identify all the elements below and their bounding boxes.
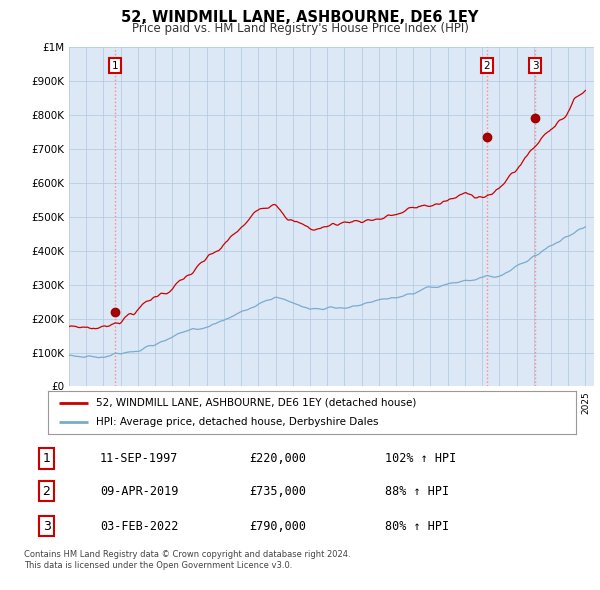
Text: 09-APR-2019: 09-APR-2019	[100, 484, 179, 498]
Text: £790,000: £790,000	[250, 520, 307, 533]
Text: Contains HM Land Registry data © Crown copyright and database right 2024.: Contains HM Land Registry data © Crown c…	[24, 550, 350, 559]
Text: HPI: Average price, detached house, Derbyshire Dales: HPI: Average price, detached house, Derb…	[95, 417, 378, 427]
Text: Price paid vs. HM Land Registry's House Price Index (HPI): Price paid vs. HM Land Registry's House …	[131, 22, 469, 35]
Text: 52, WINDMILL LANE, ASHBOURNE, DE6 1EY: 52, WINDMILL LANE, ASHBOURNE, DE6 1EY	[121, 10, 479, 25]
Text: 3: 3	[43, 520, 50, 533]
Text: 11-SEP-1997: 11-SEP-1997	[100, 452, 179, 465]
Text: This data is licensed under the Open Government Licence v3.0.: This data is licensed under the Open Gov…	[24, 560, 292, 569]
Text: £735,000: £735,000	[250, 484, 307, 498]
Text: 102% ↑ HPI: 102% ↑ HPI	[385, 452, 456, 465]
Text: 1: 1	[112, 61, 119, 71]
Text: 88% ↑ HPI: 88% ↑ HPI	[385, 484, 449, 498]
Text: 1: 1	[43, 452, 50, 465]
Text: 2: 2	[43, 484, 50, 498]
Text: £220,000: £220,000	[250, 452, 307, 465]
Text: 52, WINDMILL LANE, ASHBOURNE, DE6 1EY (detached house): 52, WINDMILL LANE, ASHBOURNE, DE6 1EY (d…	[95, 398, 416, 408]
Text: 3: 3	[532, 61, 539, 71]
Text: 80% ↑ HPI: 80% ↑ HPI	[385, 520, 449, 533]
Text: 2: 2	[484, 61, 490, 71]
Text: 03-FEB-2022: 03-FEB-2022	[100, 520, 179, 533]
